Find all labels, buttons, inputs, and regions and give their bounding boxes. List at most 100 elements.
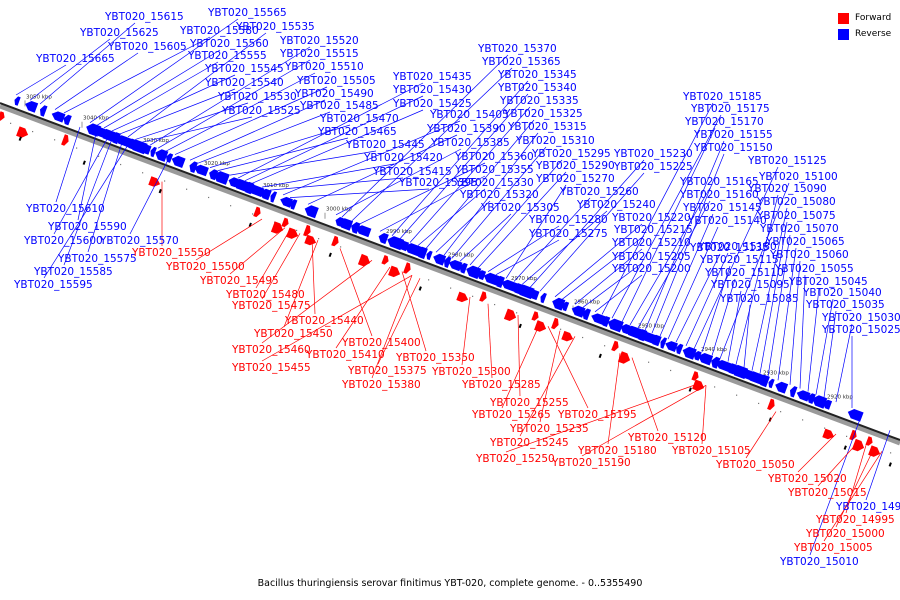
gene-label: YBT020_15000: [805, 528, 885, 540]
leader-line: [539, 172, 645, 292]
reverse-gene-arrow: [494, 275, 505, 288]
leader-line: [701, 265, 731, 352]
reverse-gene-arrow: [571, 305, 586, 318]
reverse-gene-arrow: [711, 356, 721, 369]
gene-label: YBT020_15325: [503, 108, 583, 120]
gene-labels: YBT020_15665 YBT020_15625 YBT020_15615 YBT0…: [13, 7, 900, 568]
gene-label: YBT020_15255: [489, 397, 569, 409]
gene-label: YBT020_15090: [747, 183, 827, 195]
feature-mark: [418, 286, 422, 291]
leader-line: [103, 61, 219, 129]
leader-line: [637, 200, 711, 329]
leader-line: [547, 326, 589, 409]
forward-gene-arrow: [303, 224, 311, 237]
forward-gene-arrow: [61, 134, 69, 146]
gene-label: YBT020_15320: [459, 189, 539, 201]
reverse-gene-arrow: [682, 346, 697, 360]
leader-line: [505, 382, 701, 453]
gene-label: YBT020_15415: [372, 166, 452, 178]
leader-line: [461, 296, 471, 366]
track-dot: [10, 122, 12, 124]
leader-line: [823, 451, 883, 542]
leader-line: [43, 144, 129, 279]
leader-line: [269, 177, 404, 191]
leader-line: [63, 36, 211, 114]
gene-label: YBT020_15505: [296, 75, 376, 87]
gene-label: YBT020_15495: [199, 275, 279, 287]
leader-line: [823, 310, 837, 398]
gene-label: YBT020_15195: [557, 409, 637, 421]
gene-label: YBT020_15080: [756, 196, 836, 208]
track-dot: [428, 279, 430, 281]
gene-label: YBT020_15280: [528, 214, 608, 226]
reverse-gene-arrow: [649, 334, 662, 347]
leader-line: [165, 72, 316, 152]
leader-line: [244, 95, 424, 182]
forward-gene-arrow: [822, 428, 835, 440]
leader-line: [505, 184, 567, 279]
gene-label: YBT020_15020: [767, 473, 847, 485]
gene-label: YBT020_15580: [179, 25, 259, 37]
leader-line: [261, 274, 413, 362]
leader-line: [89, 18, 239, 123]
leader-line: [141, 116, 253, 143]
leader-line: [667, 226, 719, 340]
gene-label: YBT020_15345: [497, 69, 577, 81]
strand-legend: Forward Reverse: [838, 10, 900, 42]
reverse-gene-arrow: [768, 378, 775, 389]
gene-label: YBT020_15260: [559, 186, 639, 198]
gene-label: YBT020_15385: [430, 137, 510, 149]
feature-mark: [82, 160, 86, 165]
gene-label: YBT020_15405: [429, 109, 509, 121]
forward-gene-arrow: [0, 111, 5, 121]
gene-label: YBT020_15615: [104, 11, 184, 23]
leader-line: [55, 126, 81, 203]
leader-line: [629, 187, 711, 326]
forward-gene-arrow: [534, 320, 547, 332]
reverse-gene-arrow: [444, 256, 452, 268]
tick-label: 2950 kbp: [638, 324, 664, 330]
forward-gene-arrow: [270, 221, 284, 234]
track-dot: [230, 205, 232, 207]
reverse-gene-arrow: [582, 308, 591, 321]
gene-label: YBT020_15420: [363, 152, 443, 164]
feature-mark: [888, 462, 892, 467]
gene-label: YBT020_15360: [454, 151, 534, 163]
genome-caption: Bacillus thuringiensis serovar finitimus…: [257, 578, 643, 589]
leader-line: [63, 138, 113, 266]
gene-label: YBT020_15565: [207, 7, 287, 19]
gene-label: YBT020_15085: [719, 293, 799, 305]
leader-line: [149, 46, 311, 146]
reverse-gene-arrow: [338, 218, 354, 231]
leader-line: [501, 323, 541, 409]
reverse-gene-arrow: [171, 155, 186, 168]
track-dot: [670, 369, 672, 372]
gene-label: YBT020_15290: [535, 160, 615, 172]
gene-label: YBT020_15475: [231, 300, 311, 312]
leader-line: [693, 166, 779, 350]
reverse-gene-arrow: [209, 169, 219, 181]
track-dot: [76, 147, 78, 149]
track-dot: [714, 386, 716, 388]
gene-label: YBT020_15230: [613, 148, 693, 160]
feature-mark: [158, 188, 162, 194]
leader-line: [797, 433, 837, 473]
gene-label: YBT020_15305: [480, 202, 560, 214]
gene-label: YBT020_15560: [189, 38, 269, 50]
feature-mark: [688, 387, 692, 392]
leader-line: [391, 80, 529, 237]
reverse-gene-arrow: [139, 144, 152, 155]
leader-line: [807, 287, 820, 392]
gene-label: YBT020_15530: [217, 91, 297, 103]
leader-line: [459, 213, 512, 262]
gene-label: YBT020_15300: [431, 366, 511, 378]
gene-label: YBT020_15295: [531, 148, 611, 160]
gene-label: YBT020_15470: [319, 113, 399, 125]
gene-label: YBT020_14995: [815, 514, 895, 526]
leader-line: [487, 225, 560, 273]
leader-line: [513, 197, 591, 282]
gene-label: YBT020_15050: [715, 459, 795, 471]
gene-label: YBT020_15365: [481, 56, 561, 68]
reverse-gene-arrow: [426, 250, 433, 261]
